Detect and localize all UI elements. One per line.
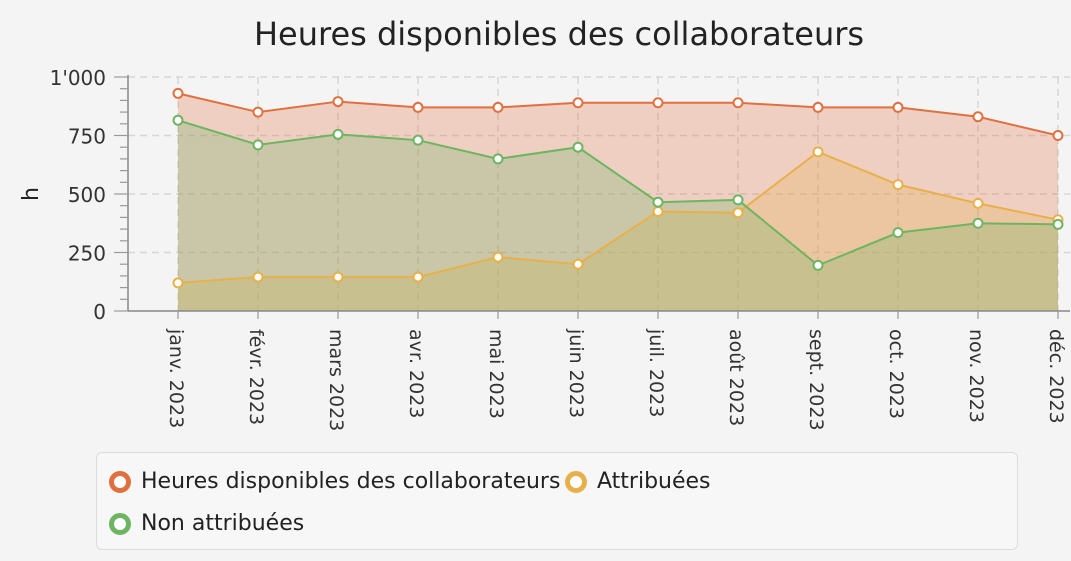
series-line-1 xyxy=(177,150,1059,284)
series-line-2 xyxy=(177,119,1059,267)
data-point-series-0 xyxy=(492,101,504,113)
data-point-series-1 xyxy=(812,146,824,158)
data-point-series-2 xyxy=(172,114,184,126)
data-point-series-2 xyxy=(412,134,424,146)
series-points xyxy=(172,87,1064,289)
data-point-series-0 xyxy=(652,97,664,109)
data-point-series-1 xyxy=(652,206,664,218)
series-area-2 xyxy=(178,120,1058,311)
tick-labels: 0 250 500 750 1'000 janv. 2023 févr. 2023 mars … xyxy=(50,66,1067,431)
data-point-series-2 xyxy=(332,128,344,140)
x-tick-label: sept. 2023 xyxy=(805,329,827,431)
legend-item-unassigned[interactable]: Non attribuées xyxy=(109,511,304,536)
x-tick-label: févr. 2023 xyxy=(245,329,267,425)
x-tick-label: mars 2023 xyxy=(325,329,347,431)
y-tick-label: 1'000 xyxy=(50,66,106,90)
y-axis-label: h xyxy=(19,187,44,201)
series-areas xyxy=(178,93,1058,311)
x-tick-label: déc. 2023 xyxy=(1045,329,1067,424)
y-tick-label: 0 xyxy=(93,300,106,324)
data-point-series-2 xyxy=(892,227,904,239)
x-tick-label: août 2023 xyxy=(725,329,747,426)
axes xyxy=(114,75,1070,319)
y-tick-label: 750 xyxy=(68,125,106,149)
legend: Heures disponibles des collaborateurs At… xyxy=(96,452,1018,550)
legend-label: Heures disponibles des collaborateurs xyxy=(141,469,561,494)
series-line-0 xyxy=(177,92,1059,137)
data-point-series-2 xyxy=(492,153,504,165)
data-point-series-2 xyxy=(652,196,664,208)
y-tick-label: 250 xyxy=(68,242,106,266)
data-point-series-1 xyxy=(412,271,424,283)
data-point-series-0 xyxy=(172,87,184,99)
series-lines xyxy=(177,92,1059,284)
data-point-series-1 xyxy=(172,277,184,289)
legend-item-available-hours[interactable]: Heures disponibles des collaborateurs xyxy=(109,469,560,494)
data-point-series-2 xyxy=(972,217,984,229)
data-point-series-0 xyxy=(1052,130,1064,141)
data-point-series-2 xyxy=(1052,218,1064,230)
data-point-series-1 xyxy=(332,271,344,283)
legend-label: Non attribuées xyxy=(141,511,305,536)
legend-label: Attribuées xyxy=(597,469,711,494)
x-tick-label: nov. 2023 xyxy=(965,329,987,423)
data-point-series-1 xyxy=(572,258,584,270)
x-tick-label: juin 2023 xyxy=(565,328,587,418)
y-tick-label: 500 xyxy=(68,183,106,207)
data-point-series-2 xyxy=(252,139,264,151)
data-point-series-0 xyxy=(972,111,984,123)
data-point-series-0 xyxy=(332,96,344,108)
data-point-series-0 xyxy=(812,101,824,113)
series-area-1 xyxy=(178,151,1058,311)
data-point-series-2 xyxy=(732,194,744,206)
x-tick-label: juil. 2023 xyxy=(645,328,667,417)
data-point-series-0 xyxy=(732,97,744,109)
x-tick-label: janv. 2023 xyxy=(165,328,187,428)
legend-item-assigned[interactable]: Attribuées xyxy=(565,469,711,494)
x-tick-label: avr. 2023 xyxy=(405,329,427,418)
data-point-series-0 xyxy=(412,101,424,113)
data-point-series-2 xyxy=(572,141,584,153)
legend-marker-icon xyxy=(109,512,131,535)
grid xyxy=(128,76,1070,311)
chart-title: Heures disponibles des collaborateurs xyxy=(254,15,864,53)
legend-marker-icon xyxy=(109,470,131,493)
data-point-series-1 xyxy=(892,179,904,191)
x-tick-label: oct. 2023 xyxy=(885,329,907,419)
data-point-series-0 xyxy=(252,106,264,118)
data-point-series-1 xyxy=(972,197,984,209)
data-point-series-0 xyxy=(572,97,584,109)
data-point-series-2 xyxy=(812,259,824,271)
x-tick-label: mai 2023 xyxy=(485,329,507,419)
data-point-series-1 xyxy=(732,207,744,219)
data-point-series-0 xyxy=(892,101,904,113)
data-point-series-1 xyxy=(492,251,504,263)
data-point-series-1 xyxy=(252,271,264,283)
legend-marker-icon xyxy=(565,470,587,493)
